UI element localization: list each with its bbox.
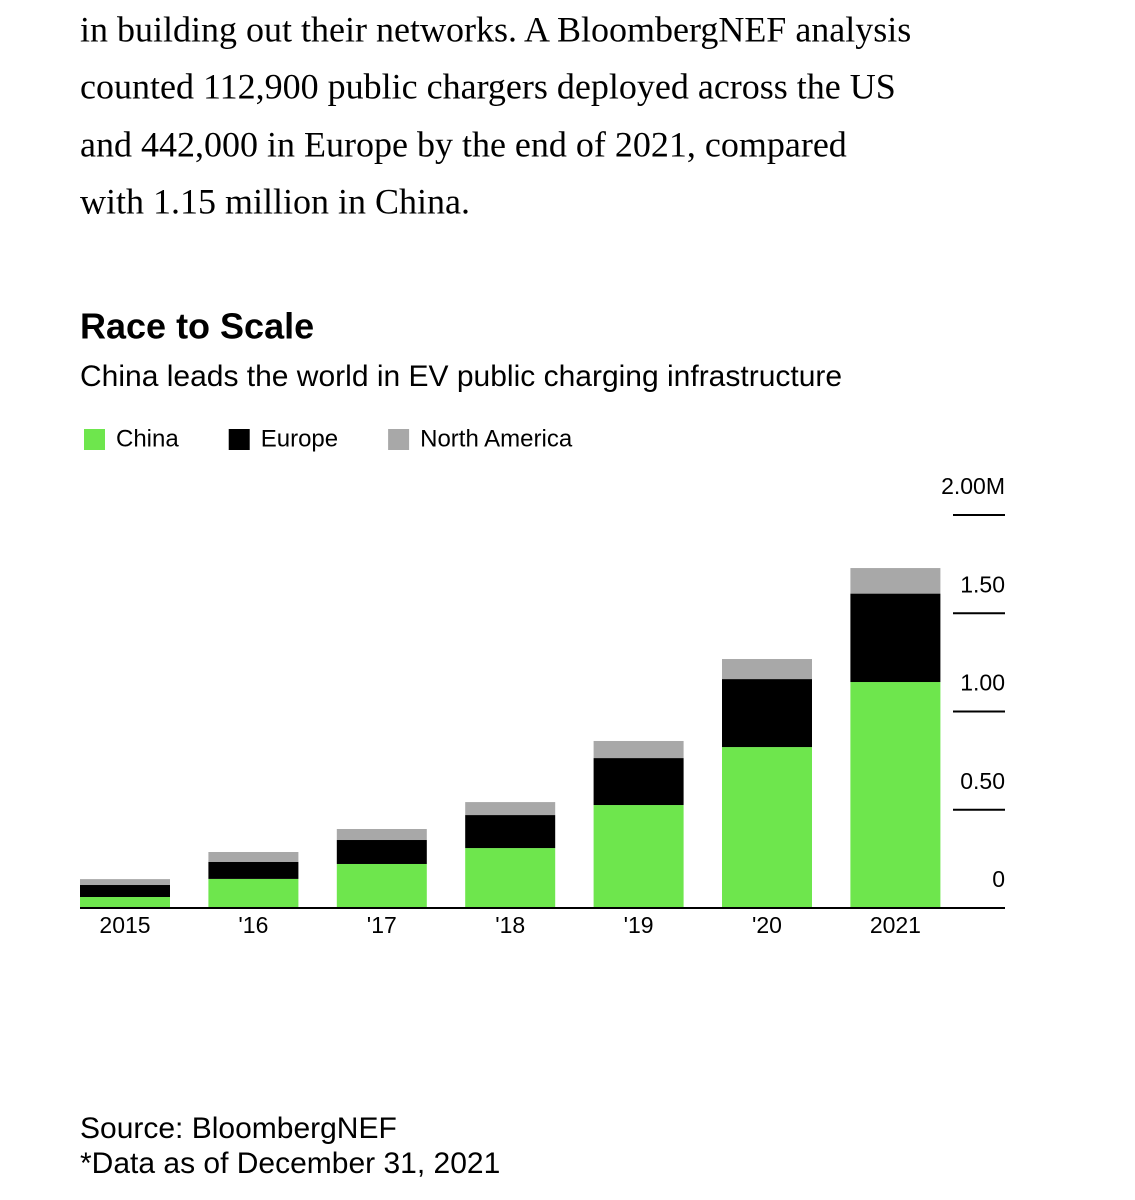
bar-segment <box>336 840 427 864</box>
y-tick-label: 0.50 <box>960 768 1005 794</box>
x-tick-label: '17 <box>367 912 397 938</box>
legend-label: North America <box>420 425 573 452</box>
x-tick-label: '18 <box>495 912 525 938</box>
bar-segment <box>593 805 684 908</box>
y-tick-label: 1.50 <box>960 571 1005 597</box>
bar-segment <box>722 747 812 908</box>
bar-segment <box>208 851 299 862</box>
bar-segment <box>465 802 556 816</box>
bar-segment <box>336 863 427 908</box>
paragraph-line: in building out their networks. A Bloomb… <box>80 9 911 49</box>
bar-segment <box>850 682 941 908</box>
bar-segment <box>80 885 170 897</box>
bar-segment <box>465 848 556 908</box>
note: *Data as of December 31, 2021 <box>80 1147 500 1180</box>
bar-segment <box>850 593 941 683</box>
bar-segment <box>722 659 812 680</box>
x-tick-label: 2015 <box>99 912 150 938</box>
bar-segment <box>593 740 684 759</box>
chart-subtitle: China leads the world in EV public charg… <box>80 360 842 393</box>
x-tick-label: 2021 <box>870 912 921 938</box>
bar-segment <box>208 861 299 879</box>
bar-segment <box>208 878 299 908</box>
chart-title: Race to Scale <box>80 306 314 347</box>
source: Source: BloombergNEF <box>80 1112 397 1145</box>
bar-segment <box>80 896 170 908</box>
bar-segment <box>593 758 684 806</box>
y-tick-label: 1.00 <box>960 670 1005 696</box>
x-tick-label: '16 <box>238 912 268 938</box>
legend-label: Europe <box>261 425 338 452</box>
paragraph-line: and 442,000 in Europe by the end of 2021… <box>80 124 847 164</box>
paragraph-line: counted 112,900 public chargers deployed… <box>80 66 896 106</box>
legend-swatch <box>388 429 410 450</box>
bar-segment <box>336 829 427 841</box>
bar-segment <box>80 879 170 886</box>
x-tick-label: '19 <box>624 912 654 938</box>
y-tick-label: 2.00M <box>941 473 1005 499</box>
y-tick-label: 0 <box>992 866 1005 892</box>
legend-swatch <box>84 429 105 450</box>
bar-segment <box>850 568 941 594</box>
x-tick-label: '20 <box>752 912 782 938</box>
bar-segment <box>465 815 556 849</box>
legend-swatch <box>228 429 250 450</box>
paragraph-line: with 1.15 million in China. <box>80 181 470 221</box>
bar-segment <box>722 679 812 748</box>
legend-label: China <box>116 425 179 452</box>
